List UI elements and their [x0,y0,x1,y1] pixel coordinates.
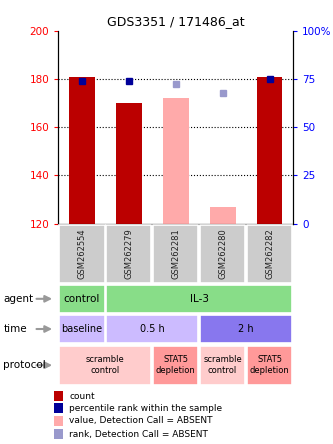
Text: scramble
control: scramble control [86,356,125,375]
Text: baseline: baseline [61,324,102,334]
Bar [54,404,63,413]
Bar [163,98,188,224]
Text: GSM262282: GSM262282 [265,228,274,279]
Text: control: control [64,294,100,304]
Bar [69,76,95,224]
Bar [106,285,292,313]
Bar [54,429,63,439]
Bar [106,315,198,343]
Title: GDS3351 / 171486_at: GDS3351 / 171486_at [107,15,244,28]
Bar [59,285,105,313]
Text: agent: agent [3,294,33,304]
Text: 2 h: 2 h [238,324,254,334]
Bar [200,346,245,385]
Bar [54,416,63,426]
Text: STAT5
depletion: STAT5 depletion [250,356,289,375]
Bar [59,225,105,282]
Text: count: count [69,392,95,401]
Bar [106,225,152,282]
Bar [59,346,152,385]
Bar [116,103,142,224]
Text: GSM262280: GSM262280 [218,228,227,279]
Bar [247,225,292,282]
Text: STAT5
depletion: STAT5 depletion [156,356,195,375]
Bar [247,346,292,385]
Text: IL-3: IL-3 [189,294,209,304]
Bar [200,225,245,282]
Text: scramble
control: scramble control [203,356,242,375]
Text: percentile rank within the sample: percentile rank within the sample [69,404,222,413]
Text: GSM262279: GSM262279 [124,228,133,279]
Bar [54,391,63,401]
Text: rank, Detection Call = ABSENT: rank, Detection Call = ABSENT [69,429,208,439]
Text: GSM262554: GSM262554 [77,228,86,279]
Bar [257,76,282,224]
Text: time: time [3,324,27,334]
Text: protocol: protocol [3,360,46,370]
Bar [210,207,235,224]
Bar [153,225,198,282]
Bar [59,315,105,343]
Text: value, Detection Call = ABSENT: value, Detection Call = ABSENT [69,416,213,425]
Text: GSM262281: GSM262281 [171,228,180,279]
Bar [153,346,198,385]
Text: 0.5 h: 0.5 h [140,324,165,334]
Bar [200,315,292,343]
